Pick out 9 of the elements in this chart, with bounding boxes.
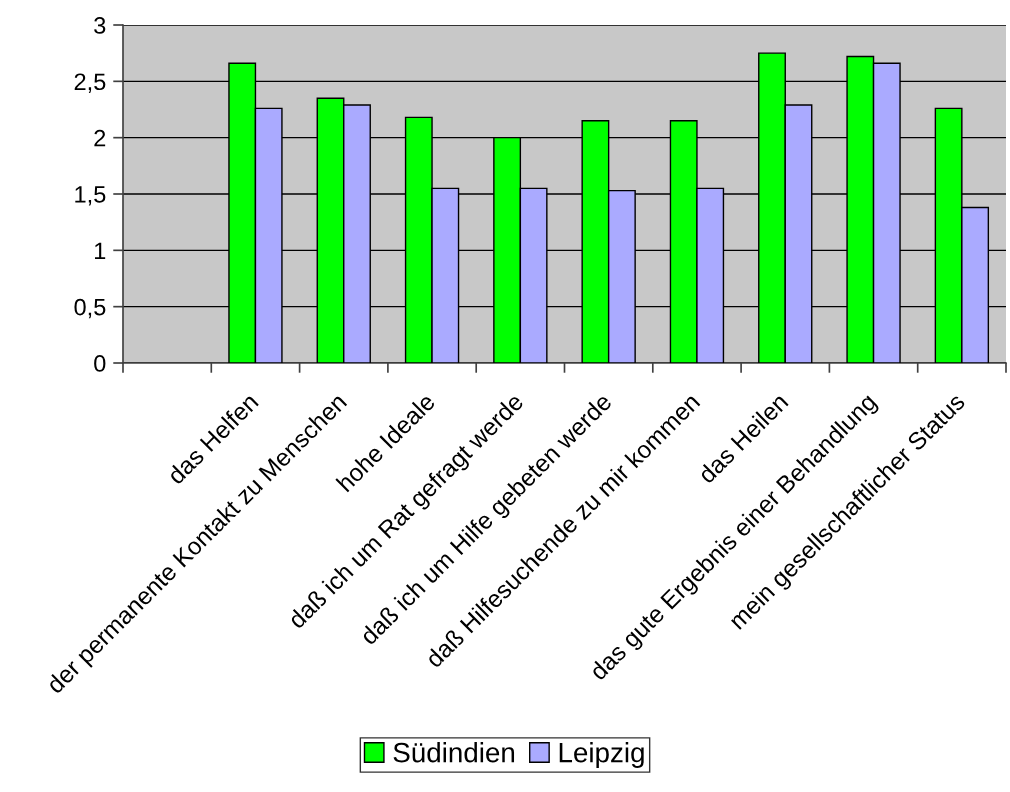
y-tick-label: 1,5 [75,186,106,206]
legend-label: Südindien [393,742,515,763]
y-tick-label: 2 [94,129,106,147]
y-tick-label: 3 [94,17,106,34]
y-tick-label: 0,5 [74,298,106,319]
legend-label: Leipzig [559,742,644,768]
y-tick-label: 1 [95,242,106,259]
y-tick-label: 0 [94,355,106,372]
y-tick-label: 2,5 [74,73,106,93]
